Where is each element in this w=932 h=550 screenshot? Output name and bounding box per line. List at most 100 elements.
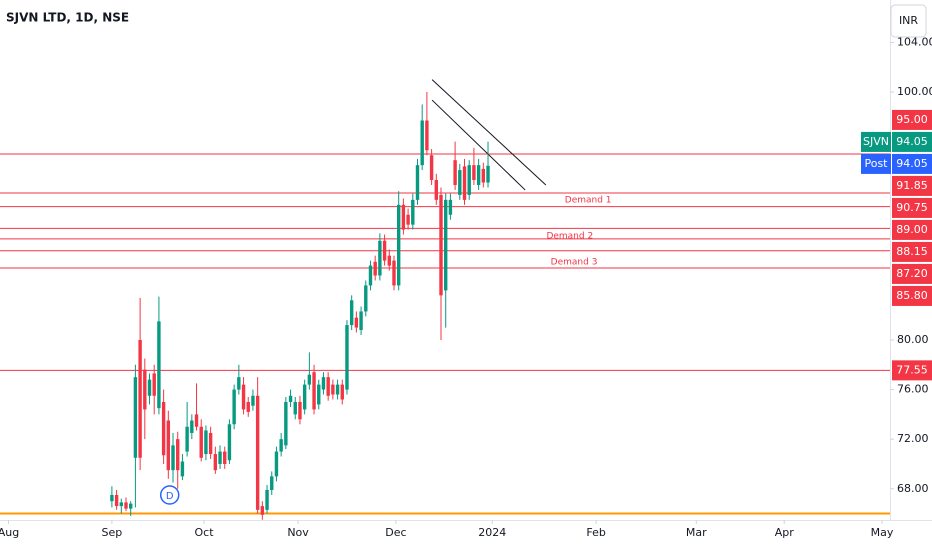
candle-body	[213, 454, 218, 471]
level-price-label: 87.20	[896, 267, 928, 280]
x-tick-label: 2024	[478, 526, 506, 539]
candle-body	[387, 255, 391, 266]
event-marker	[159, 485, 180, 505]
candle-body	[204, 430, 208, 455]
trend-line	[431, 99, 526, 191]
candle-body	[439, 194, 443, 296]
candle-body	[171, 445, 175, 471]
level-price-label: 77.55	[896, 363, 928, 376]
candle-body	[415, 165, 420, 200]
candle-body	[246, 401, 250, 412]
candle-body	[411, 199, 415, 225]
candle-body	[354, 317, 359, 328]
candle-body	[124, 502, 128, 509]
candle-body	[429, 155, 434, 181]
x-tick-label: Dec	[385, 526, 406, 539]
candle-body	[260, 506, 265, 515]
candle-body	[208, 432, 213, 455]
candle-body	[364, 285, 368, 312]
candle-body	[147, 379, 152, 396]
x-tick-label: Aug	[0, 526, 19, 539]
candle-body	[406, 214, 410, 225]
candle-body	[279, 439, 283, 452]
candle-body	[335, 384, 340, 395]
last-price-name: Post	[864, 157, 888, 170]
currency-button[interactable]	[890, 4, 927, 38]
candle-body	[373, 261, 377, 276]
candle-body	[396, 204, 401, 286]
level-price-label: 90.75	[896, 201, 928, 214]
candle-body	[317, 384, 321, 405]
level-price-label: 88.15	[896, 245, 928, 258]
y-tick-label: 104.00	[897, 35, 932, 48]
candle-body	[462, 166, 467, 200]
candle-body	[288, 395, 293, 402]
candle-body	[237, 377, 241, 390]
trend-line	[431, 79, 547, 186]
candle-body	[133, 377, 138, 458]
y-tick-label: 100.00	[897, 85, 932, 98]
candle-body	[241, 384, 246, 410]
candle-body	[194, 414, 199, 427]
zone-label: Demand 2	[546, 231, 593, 241]
candle-body	[265, 489, 269, 510]
level-price-box	[892, 285, 932, 306]
candle-body	[190, 420, 194, 433]
candle-body	[378, 240, 382, 276]
y-tick-label: 68.00	[897, 482, 929, 495]
zone-label: Demand 1	[565, 195, 612, 205]
candle-body	[401, 204, 406, 230]
currency-label[interactable]: INR	[899, 14, 918, 27]
candle-body	[114, 494, 119, 507]
last-price-label: 94.05	[896, 135, 928, 148]
candle-body	[331, 384, 335, 395]
candle-body	[199, 426, 203, 458]
level-price-label: 85.80	[896, 289, 928, 302]
candle-body	[227, 424, 232, 461]
x-tick-label: Apr	[775, 526, 795, 539]
y-tick-label: 80.00	[897, 333, 929, 346]
level-price-box	[892, 360, 932, 381]
candle-body	[255, 395, 260, 510]
candle-body	[425, 120, 429, 151]
last-price-name: SJVN	[863, 135, 889, 148]
candle-body	[218, 451, 222, 464]
x-tick-label: Nov	[287, 526, 309, 539]
candle-body	[486, 165, 490, 183]
last-price-box	[892, 153, 932, 174]
x-tick-label: Oct	[195, 526, 215, 539]
level-price-label: 95.00	[896, 113, 928, 126]
plot-area: Demand 1 Demand 2 Demand 3	[0, 79, 890, 520]
candle-body	[138, 339, 142, 458]
candle-body	[185, 426, 189, 452]
candle-body	[453, 160, 457, 185]
candle-body	[444, 199, 448, 291]
candle-body	[293, 401, 297, 415]
candle-body	[298, 401, 302, 420]
candle-body	[270, 476, 274, 490]
candle-body	[180, 461, 185, 477]
candle-body	[326, 377, 330, 396]
x-tick-label: Mar	[686, 526, 707, 539]
level-price-label: 91.85	[896, 179, 928, 192]
candle-body	[223, 451, 227, 464]
y-tick-label: 72.00	[897, 432, 929, 445]
candle-body	[368, 265, 373, 286]
candle-body	[251, 395, 255, 406]
candle-body	[312, 372, 316, 410]
candle-body	[274, 451, 279, 477]
candle-body	[359, 311, 363, 331]
candle-body	[476, 165, 481, 185]
y-tick-label: 76.00	[897, 383, 929, 396]
candle-body	[152, 373, 156, 396]
event-marker-label: D	[166, 491, 174, 502]
candle-body	[340, 384, 344, 400]
candle-body	[176, 439, 180, 471]
candle-body	[119, 502, 123, 507]
candle-body	[472, 165, 476, 181]
level-price-box	[892, 241, 932, 262]
last-price-name-box	[861, 153, 891, 174]
level-price-box	[892, 197, 932, 218]
candle-body	[420, 120, 424, 166]
